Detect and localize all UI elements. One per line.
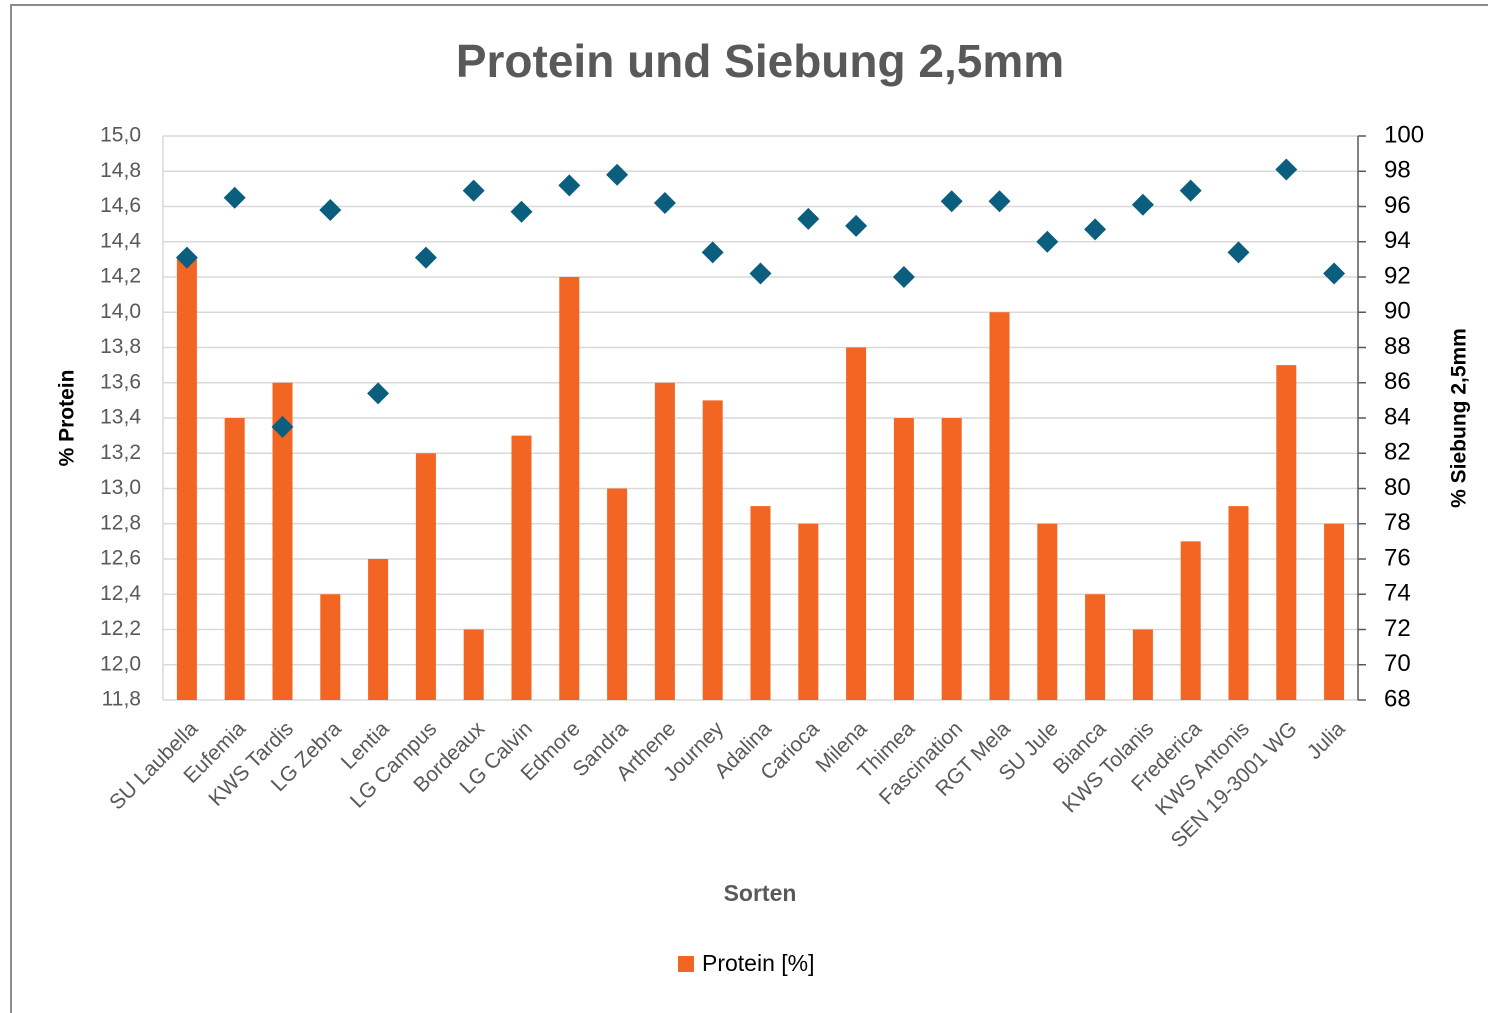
marker [797, 207, 820, 230]
bar [1085, 594, 1106, 700]
y2-tick-label: 84 [1384, 403, 1411, 430]
marker [1227, 241, 1250, 264]
marker [1036, 230, 1059, 253]
y2-tick-label: 68 [1384, 685, 1411, 712]
marker [653, 191, 676, 214]
y2-tick-label: 88 [1384, 333, 1411, 360]
bar [224, 418, 245, 700]
bar [798, 523, 819, 700]
y2-tick-label: 96 [1384, 192, 1411, 219]
y2-tick-label: 72 [1384, 615, 1411, 642]
marker [510, 200, 533, 223]
y-tick-label: 12,0 [100, 652, 141, 675]
bar [1037, 523, 1058, 700]
legend-swatch [678, 956, 694, 972]
y-tick-label: 13,4 [100, 406, 141, 429]
y-tick-label: 14,8 [100, 159, 141, 182]
marker [845, 214, 868, 237]
bar [559, 277, 580, 700]
y2-tick-label: 98 [1384, 157, 1411, 184]
marker [1275, 158, 1298, 181]
y2-axis-title: % Siebung 2,5mm [1448, 328, 1471, 508]
y-tick-label: 14,2 [100, 265, 141, 288]
bar [1132, 629, 1153, 700]
bar [702, 400, 723, 700]
marker [558, 174, 581, 197]
y2-tick-label: 70 [1384, 650, 1411, 677]
bar [989, 312, 1010, 700]
marker [271, 415, 294, 438]
bar [463, 629, 484, 700]
y-tick-label: 12,8 [100, 511, 141, 534]
marker [940, 190, 963, 213]
marker [414, 246, 437, 269]
marker [223, 186, 246, 209]
y2-tick-label: 100 [1384, 121, 1424, 148]
bar [654, 382, 675, 700]
y-tick-label: 12,4 [100, 582, 141, 605]
y2-tick-label: 94 [1384, 227, 1411, 254]
bar [511, 435, 532, 700]
bar [368, 559, 389, 700]
y-tick-label: 12,6 [100, 547, 141, 570]
y2-tick-label: 78 [1384, 509, 1411, 536]
y-tick-label: 13,8 [100, 335, 141, 358]
y2-tick-label: 74 [1384, 580, 1411, 607]
bar [176, 259, 197, 700]
y2-tick-label: 80 [1384, 474, 1411, 501]
y-tick-label: 13,6 [100, 370, 141, 393]
marker [988, 190, 1011, 213]
bar [941, 418, 962, 700]
bar [893, 418, 914, 700]
marker [1179, 179, 1202, 202]
marker [175, 246, 198, 269]
marker [1131, 193, 1154, 216]
y-tick-label: 14,0 [100, 300, 141, 323]
y-tick-label: 14,4 [100, 229, 141, 252]
y2-tick-label: 76 [1384, 544, 1411, 571]
marker [1084, 218, 1107, 241]
y2-tick-label: 90 [1384, 298, 1411, 325]
y-tick-label: 11,8 [102, 688, 141, 711]
marker [462, 179, 485, 202]
y-axis-title: % Protein [56, 370, 79, 467]
y2-tick-label: 86 [1384, 368, 1411, 395]
bar [320, 594, 341, 700]
x-axis-title: Sorten [724, 880, 797, 906]
y-tick-label: 13,2 [100, 441, 141, 464]
marker [367, 382, 390, 405]
marker [319, 199, 342, 222]
bar [750, 506, 771, 700]
bar [846, 347, 867, 700]
marker [892, 266, 915, 288]
y-tick-label: 12,2 [100, 617, 141, 640]
bar [272, 382, 293, 700]
marker [1323, 262, 1346, 285]
y-tick-label: 13,0 [100, 476, 141, 499]
bar [1324, 523, 1345, 700]
chart-title: Protein und Siebung 2,5mm [456, 35, 1064, 87]
bar [415, 453, 436, 700]
bar [1180, 541, 1201, 700]
y-tick-label: 14,6 [100, 194, 141, 217]
y2-tick-label: 92 [1384, 262, 1411, 289]
y2-tick-label: 82 [1384, 439, 1411, 466]
bar [607, 488, 628, 700]
marker [749, 262, 772, 285]
y-tick-label: 15,0 [100, 124, 141, 147]
marker [606, 163, 629, 186]
legend-label: Protein [%] [702, 950, 815, 976]
marker [701, 241, 724, 264]
bar [1276, 365, 1297, 700]
bar [1228, 506, 1249, 700]
